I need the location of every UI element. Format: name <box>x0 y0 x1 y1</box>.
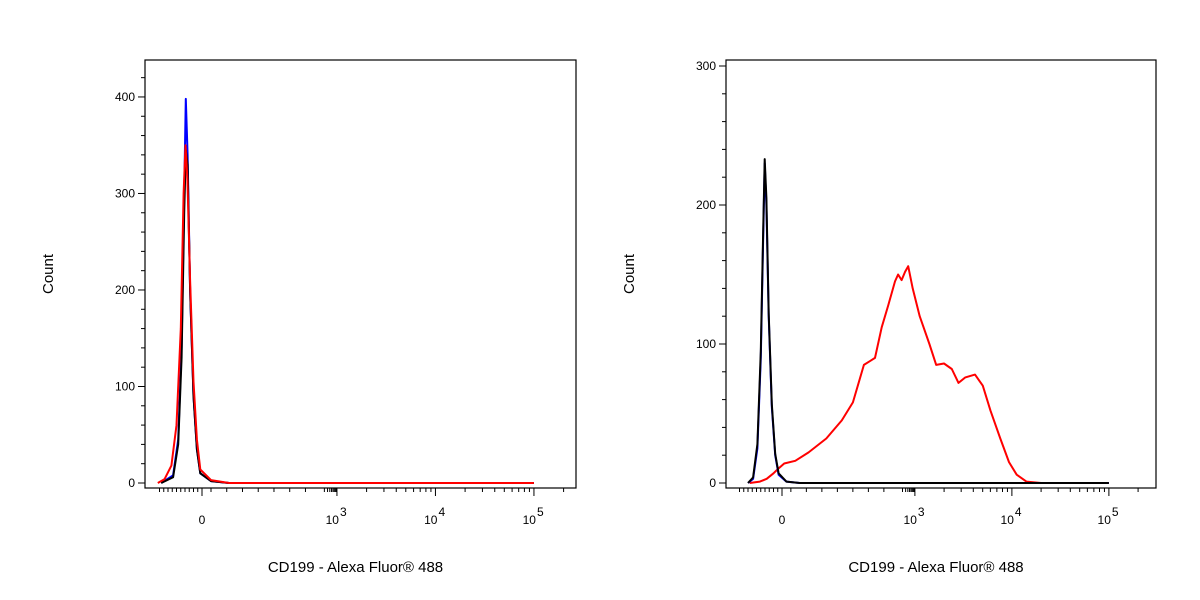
y-tick-label: 400 <box>115 90 135 104</box>
histogram-series-0 <box>160 97 534 484</box>
plot-frame <box>144 59 577 489</box>
x-axis-title: CD199 - Alexa Fluor® 488 <box>848 559 1023 576</box>
y-axis-title: Count <box>40 253 57 294</box>
x-tick-exponent: 4 <box>1015 505 1022 519</box>
x-tick-label: 0 <box>199 513 206 527</box>
y-tick-label: 300 <box>696 59 716 73</box>
x-tick-label: 10 <box>326 513 340 527</box>
x-tick-exponent: 5 <box>1112 505 1119 519</box>
x-tick-label: 10 <box>523 513 537 527</box>
y-tick-label: 100 <box>115 379 135 393</box>
x-tick-label: 10 <box>424 513 438 527</box>
y-tick-label: 0 <box>709 476 716 490</box>
y-tick-label: 200 <box>115 283 135 297</box>
x-tick-label: 10 <box>1098 513 1112 527</box>
x-tick-exponent: 4 <box>438 505 445 519</box>
x-tick-exponent: 5 <box>537 505 544 519</box>
histogram-series-2 <box>157 144 534 484</box>
x-tick-label: 0 <box>779 513 786 527</box>
y-tick-label: 200 <box>696 198 716 212</box>
x-tick-exponent: 3 <box>918 505 925 519</box>
x-axis-title: CD199 - Alexa Fluor® 488 <box>268 559 443 576</box>
x-tick-exponent: 3 <box>340 505 347 519</box>
x-tick-label: 10 <box>904 513 918 527</box>
y-axis-title: Count <box>621 253 638 294</box>
y-tick-label: 300 <box>115 186 135 200</box>
plot-frame <box>725 59 1157 489</box>
histogram-series-1 <box>160 149 534 484</box>
histogram-series-1 <box>747 158 1109 484</box>
x-tick-label: 10 <box>1001 513 1015 527</box>
histogram-series-2 <box>749 265 1109 484</box>
y-tick-label: 100 <box>696 337 716 351</box>
y-tick-label: 0 <box>128 476 135 490</box>
histogram-series-0 <box>747 162 1109 484</box>
